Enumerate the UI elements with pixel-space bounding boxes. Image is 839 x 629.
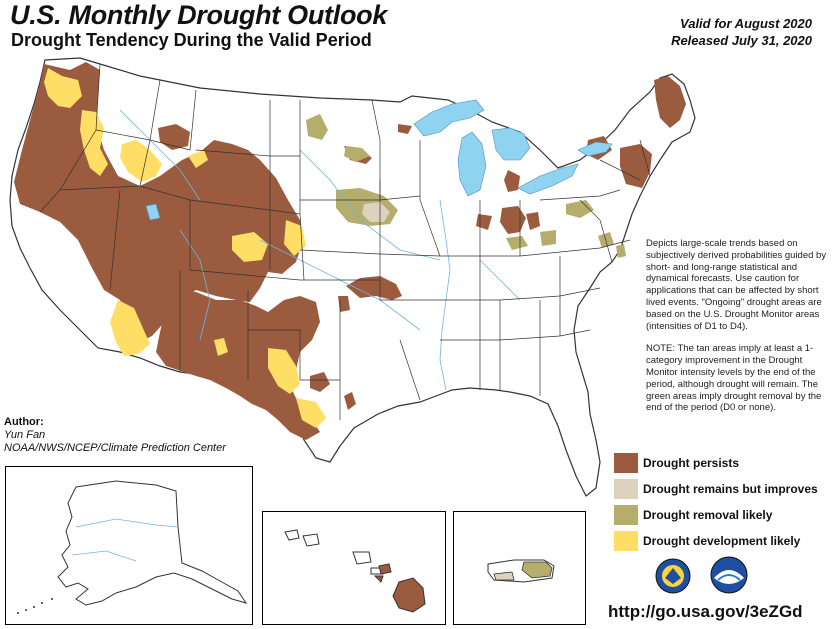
map-subtitle: Drought Tendency During the Valid Period: [11, 30, 372, 50]
legend-swatch-improves: [614, 479, 638, 499]
source-url[interactable]: http://go.usa.gov/3eZGd: [608, 602, 803, 621]
legend-swatch-removal: [614, 505, 638, 525]
nws-seal-icon: [655, 558, 691, 594]
hawaii-inset: [262, 511, 446, 625]
valid-period: Valid for August 2020 Released July 31, …: [671, 15, 812, 49]
puerto-rico-map: [487, 559, 555, 583]
legend-item-development: Drought development likely: [614, 528, 818, 554]
noaa-logo-icon: [710, 556, 748, 594]
legend-swatch-development: [614, 531, 638, 551]
legend-label-removal: Drought removal likely: [643, 508, 773, 522]
valid-date: Valid for August 2020: [680, 16, 812, 31]
author-block: Author: Yun Fan NOAA/NWS/NCEP/Climate Pr…: [4, 416, 226, 455]
state-borders: [39, 63, 651, 420]
drought-improves-regions: [362, 202, 390, 222]
drought-development-regions: [44, 68, 326, 428]
legend-label-development: Drought development likely: [643, 534, 801, 548]
legend: Drought persists Drought remains but imp…: [614, 450, 818, 554]
legend-label-improves: Drought remains but improves: [643, 482, 818, 496]
note-paragraph-1: Depicts large-scale trends based on subj…: [646, 238, 827, 332]
map-title: U.S. Monthly Drought Outlook: [10, 0, 388, 30]
legend-item-improves: Drought remains but improves: [614, 476, 818, 502]
release-date: Released July 31, 2020: [671, 33, 812, 48]
outlook-notes: Depicts large-scale trends based on subj…: [646, 238, 832, 425]
hawaii-map: [284, 529, 426, 613]
note-paragraph-2: NOTE: The tan areas imply at least a 1-c…: [646, 343, 822, 414]
alaska-map: [17, 480, 248, 614]
puerto-rico-inset: [453, 511, 586, 625]
author-label: Author:: [4, 416, 44, 428]
author-name: Yun Fan: [4, 429, 46, 441]
author-org: NOAA/NWS/NCEP/Climate Prediction Center: [4, 442, 226, 454]
legend-item-persists: Drought persists: [614, 450, 818, 476]
legend-swatch-persists: [614, 453, 638, 473]
legend-label-persists: Drought persists: [643, 456, 740, 470]
great-lakes: [145, 99, 613, 221]
alaska-inset: [5, 466, 253, 625]
legend-item-removal: Drought removal likely: [614, 502, 818, 528]
